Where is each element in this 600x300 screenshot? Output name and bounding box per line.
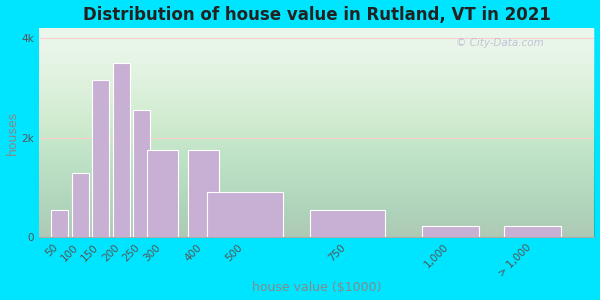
- Bar: [310, 210, 385, 237]
- Bar: [147, 150, 178, 237]
- Bar: [92, 80, 109, 237]
- X-axis label: house value ($1000): house value ($1000): [252, 281, 382, 294]
- Bar: [422, 226, 479, 237]
- Y-axis label: houses: houses: [5, 111, 19, 155]
- Title: Distribution of house value in Rutland, VT in 2021: Distribution of house value in Rutland, …: [83, 6, 551, 24]
- Bar: [207, 193, 283, 237]
- Bar: [133, 110, 151, 237]
- Bar: [51, 210, 68, 237]
- Bar: [505, 226, 561, 237]
- Bar: [188, 150, 218, 237]
- Bar: [113, 63, 130, 237]
- Text: © City-Data.com: © City-Data.com: [455, 38, 544, 48]
- Bar: [71, 172, 89, 237]
